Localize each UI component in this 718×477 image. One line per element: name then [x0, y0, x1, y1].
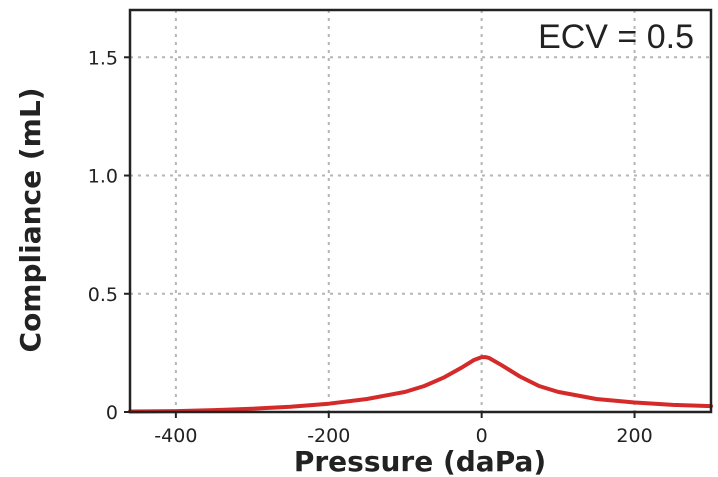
y-tick-label-1: 0.5	[88, 284, 118, 306]
y-axis-ticks: 0 0.5 1.0 1.5	[88, 47, 130, 424]
x-axis-title: Pressure (daPa)	[294, 445, 546, 477]
grid-lines	[130, 10, 711, 412]
y-tick-label-2: 1.0	[88, 166, 118, 188]
series-line-0	[128, 355, 713, 414]
y-tick-label-3: 1.5	[88, 47, 118, 69]
series-group	[128, 355, 713, 414]
x-tick-label-0: -400	[154, 425, 197, 447]
y-tick-label-0: 0	[106, 402, 118, 424]
y-axis-title: Compliance (mL)	[14, 88, 47, 353]
plot-frame	[128, 8, 713, 414]
x-tick-label-3: 200	[616, 425, 652, 447]
x-axis-ticks: -400 -200 0 200	[154, 412, 653, 447]
ecv-annotation: ECV = 0.5	[538, 18, 694, 56]
x-tick-label-2: 0	[476, 425, 488, 447]
x-tick-label-1: -200	[307, 425, 350, 447]
